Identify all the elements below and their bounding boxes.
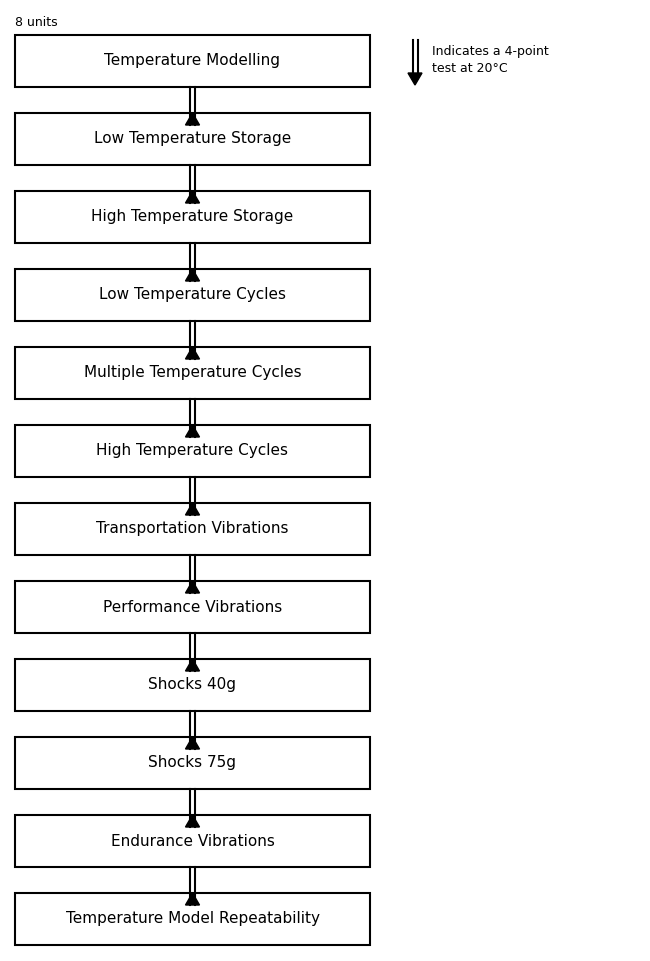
Text: High Temperature Cycles: High Temperature Cycles	[96, 443, 289, 458]
Text: 8 units: 8 units	[15, 15, 58, 29]
Text: Shocks 75g: Shocks 75g	[148, 755, 237, 771]
Text: Transportation Vibrations: Transportation Vibrations	[96, 522, 289, 536]
Text: Shocks 40g: Shocks 40g	[148, 678, 237, 693]
Bar	[15, 347, 370, 399]
Bar	[15, 35, 370, 87]
Bar	[15, 737, 370, 789]
Polygon shape	[185, 113, 200, 125]
Bar	[15, 269, 370, 321]
Bar	[15, 425, 370, 477]
Text: High Temperature Storage: High Temperature Storage	[92, 209, 294, 225]
Bar	[15, 191, 370, 243]
Bar	[15, 113, 370, 165]
Text: Low Temperature Storage: Low Temperature Storage	[94, 132, 291, 146]
Bar	[15, 581, 370, 633]
Bar	[15, 893, 370, 945]
Text: Performance Vibrations: Performance Vibrations	[103, 600, 282, 614]
Bar	[15, 659, 370, 711]
Text: Temperature Model Repeatability: Temperature Model Repeatability	[66, 911, 320, 926]
Text: Multiple Temperature Cycles: Multiple Temperature Cycles	[84, 365, 302, 381]
Bar	[15, 503, 370, 555]
Polygon shape	[185, 425, 200, 437]
Text: Temperature Modelling: Temperature Modelling	[105, 54, 281, 68]
Bar	[15, 815, 370, 867]
Polygon shape	[185, 737, 200, 749]
Polygon shape	[185, 659, 200, 671]
Polygon shape	[185, 581, 200, 593]
Text: Indicates a 4-point
test at 20°C: Indicates a 4-point test at 20°C	[432, 44, 549, 76]
Polygon shape	[185, 191, 200, 203]
Polygon shape	[185, 503, 200, 515]
Text: Endurance Vibrations: Endurance Vibrations	[111, 833, 274, 849]
Text: Low Temperature Cycles: Low Temperature Cycles	[99, 287, 286, 303]
Polygon shape	[185, 893, 200, 905]
Polygon shape	[185, 815, 200, 827]
Polygon shape	[408, 73, 422, 85]
Polygon shape	[185, 347, 200, 359]
Polygon shape	[185, 269, 200, 281]
